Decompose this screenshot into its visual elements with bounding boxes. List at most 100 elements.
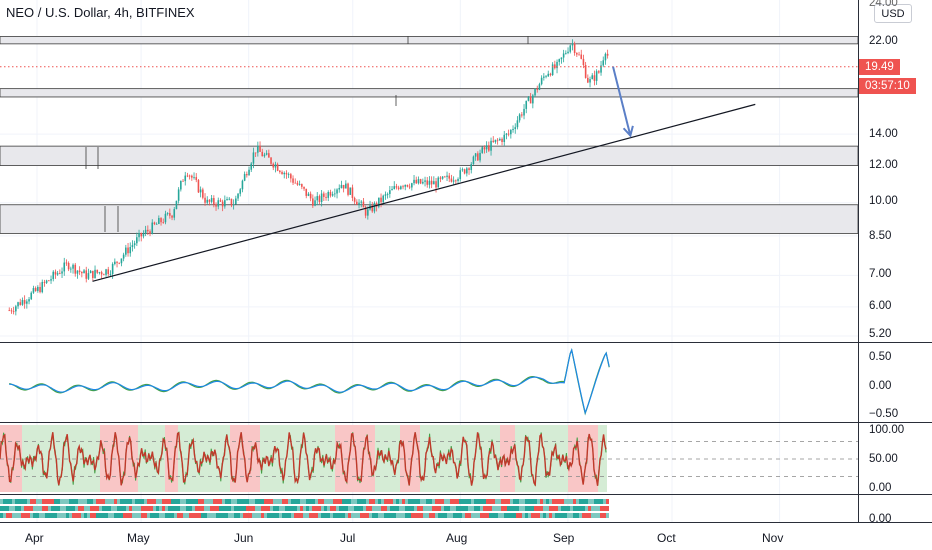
candle-body	[136, 237, 138, 244]
heatmap-cell	[9, 499, 12, 504]
heatmap-cell	[348, 513, 351, 518]
heatmap-cell	[210, 506, 213, 511]
heatmap-cell	[42, 499, 45, 504]
candle-body	[281, 172, 283, 175]
heatmap-cell	[474, 513, 477, 518]
heatmap-cell	[153, 499, 156, 504]
heatmap-cell	[219, 506, 222, 511]
candle-body	[65, 262, 68, 264]
heatmap-cell	[462, 499, 465, 504]
heatmap-cell	[138, 513, 141, 518]
heatmap-cell	[537, 506, 540, 511]
heatmap-cell	[18, 506, 21, 511]
heatmap-cell	[123, 499, 126, 504]
candle-body	[516, 120, 519, 128]
heatmap-cell	[504, 513, 507, 518]
heatmap-cell	[474, 499, 477, 504]
heatmap-cell	[348, 506, 351, 511]
heatmap-cell	[195, 506, 198, 511]
candle-body	[540, 77, 543, 85]
heatmap-cell	[303, 506, 306, 511]
heatmap-cell	[240, 499, 243, 504]
candle-body	[127, 247, 129, 254]
candle-body	[389, 190, 391, 194]
stoch-y-tick-label: 50.00	[869, 453, 898, 465]
candle-body	[140, 232, 143, 237]
heatmap-cell	[303, 513, 306, 518]
heatmap-cell	[150, 506, 153, 511]
heatmap-cell	[81, 506, 84, 511]
heatmap-cell	[267, 506, 270, 511]
candle-body	[448, 175, 451, 179]
heatmap-cell	[15, 499, 18, 504]
heatmap-cell	[9, 513, 12, 518]
candle-body	[598, 71, 600, 73]
heatmap-cell	[459, 499, 462, 504]
heatmap-cell	[27, 499, 30, 504]
heatmap-cell	[195, 499, 198, 504]
heatmap-cell	[123, 506, 126, 511]
heatmap-cell	[513, 513, 516, 518]
heatmap-cell	[426, 513, 429, 518]
heatmap-cell	[291, 513, 294, 518]
candle-body	[422, 181, 424, 184]
heatmap-cell	[573, 499, 576, 504]
heatmap-cell	[12, 499, 15, 504]
heatmap-cell	[24, 513, 27, 518]
heatmap-cell	[429, 513, 432, 518]
heatmap-cell	[600, 506, 603, 511]
heatmap-cell	[600, 513, 603, 518]
heatmap-cell	[396, 513, 399, 518]
heatmap-cell	[108, 506, 111, 511]
heatmap-cell	[543, 499, 546, 504]
candle-body	[573, 43, 576, 53]
heatmap-cell	[105, 499, 108, 504]
heatmap-cell	[423, 513, 426, 518]
candle-body	[571, 43, 574, 46]
heatmap-cell	[216, 513, 219, 518]
heatmap-cell	[243, 513, 246, 518]
heatmap-cell	[207, 499, 210, 504]
heatmap-cell	[501, 506, 504, 511]
currency-button[interactable]: USD	[874, 4, 912, 23]
heatmap-cell	[261, 506, 264, 511]
y-tick-label: 7.00	[869, 268, 892, 280]
candle-body	[413, 179, 415, 184]
heatmap-cell	[396, 499, 399, 504]
heatmap-cell	[582, 499, 585, 504]
heatmap-cell	[222, 506, 225, 511]
heatmap-cell	[15, 513, 18, 518]
candle-body	[529, 96, 532, 104]
heatmap-cell	[189, 506, 192, 511]
price-zone	[0, 204, 859, 234]
heatmap-cell	[66, 506, 69, 511]
candle-body	[230, 198, 233, 206]
heatmap-cell	[9, 506, 12, 511]
heatmap-cell	[192, 506, 195, 511]
heatmap-cell	[426, 499, 429, 504]
candle-body	[263, 154, 266, 157]
heatmap-cell	[363, 499, 366, 504]
candle-body	[37, 286, 39, 291]
candle-body	[331, 194, 334, 196]
candle-body	[32, 288, 35, 293]
heatmap-cell	[489, 506, 492, 511]
heatmap-cell	[258, 513, 261, 518]
heatmap-cell	[99, 499, 102, 504]
heatmap-cell	[411, 513, 414, 518]
heatmap-cell	[531, 513, 534, 518]
heatmap-cell	[549, 513, 552, 518]
candle-body	[424, 180, 426, 182]
candle-body	[265, 153, 268, 155]
heatmap-cell	[408, 499, 411, 504]
heatmap-cell	[69, 513, 72, 518]
heatmap-cell	[6, 499, 9, 504]
heatmap-cell	[42, 513, 45, 518]
heatmap-cell	[501, 513, 504, 518]
heatmap-cell	[603, 499, 606, 504]
heatmap-cell	[288, 513, 291, 518]
heatmap-cell	[531, 506, 534, 511]
candle-body	[461, 169, 464, 171]
candle-body	[17, 302, 19, 307]
y-tick-label: 5.20	[869, 328, 892, 340]
